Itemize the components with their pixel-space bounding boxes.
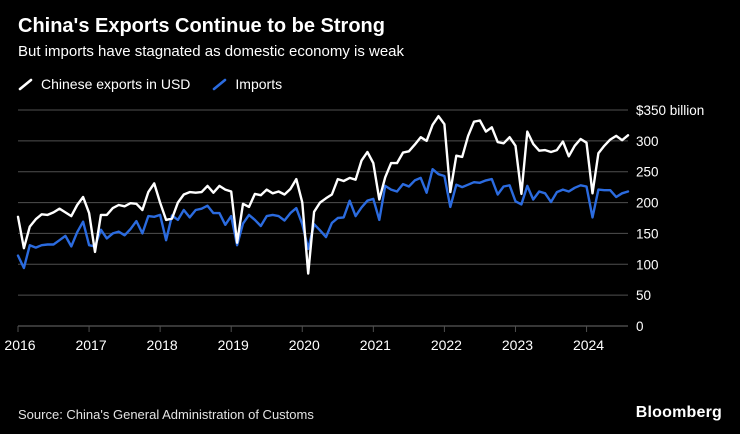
x-tick-label: 2020 [289,337,320,353]
bloomberg-logo: Bloomberg [635,404,722,421]
x-tick-label: 2021 [360,337,391,353]
legend-label-exports: Chinese exports in USD [41,76,191,92]
x-tick-label: 2017 [75,337,106,353]
y-tick-label: 50 [636,288,651,303]
x-tick-label: 2022 [431,337,462,353]
y-tick-label: 0 [636,319,644,334]
legend: Chinese exports in USD Imports [18,76,722,92]
y-tick-label: 200 [636,196,659,211]
imports-line-marker-icon [213,78,227,90]
y-tick-label: 300 [636,134,659,149]
y-tick-label: $350 billion [636,103,704,118]
x-tick-label: 2019 [218,337,249,353]
x-tick-label: 2024 [573,337,604,353]
x-tick-label: 2016 [4,337,35,353]
y-tick-label: 250 [636,165,659,180]
legend-label-imports: Imports [235,76,283,92]
source-note: Source: China's General Administration o… [18,407,314,422]
exports-line-marker-icon [18,78,33,90]
x-tick-label: 2018 [147,337,178,353]
series-line-exports [16,115,630,275]
legend-item-exports: Chinese exports in USD [18,76,190,92]
x-tick-label: 2023 [502,337,533,353]
series-line-imports [16,167,630,270]
page-subtitle: But imports have stagnated as domestic e… [18,43,405,60]
page-title: China's Exports Continue to be Strong [18,15,385,37]
legend-item-imports: Imports [212,76,282,92]
y-tick-label: 100 [636,257,659,272]
y-tick-label: 150 [636,226,659,241]
line-chart: 0 50 100 150 200 250 300 $350 billion 2016 2017 20… [4,103,704,353]
chart-area: 0 50 100 150 200 250 300 $350 billion 2016 2017 20… [0,96,740,363]
